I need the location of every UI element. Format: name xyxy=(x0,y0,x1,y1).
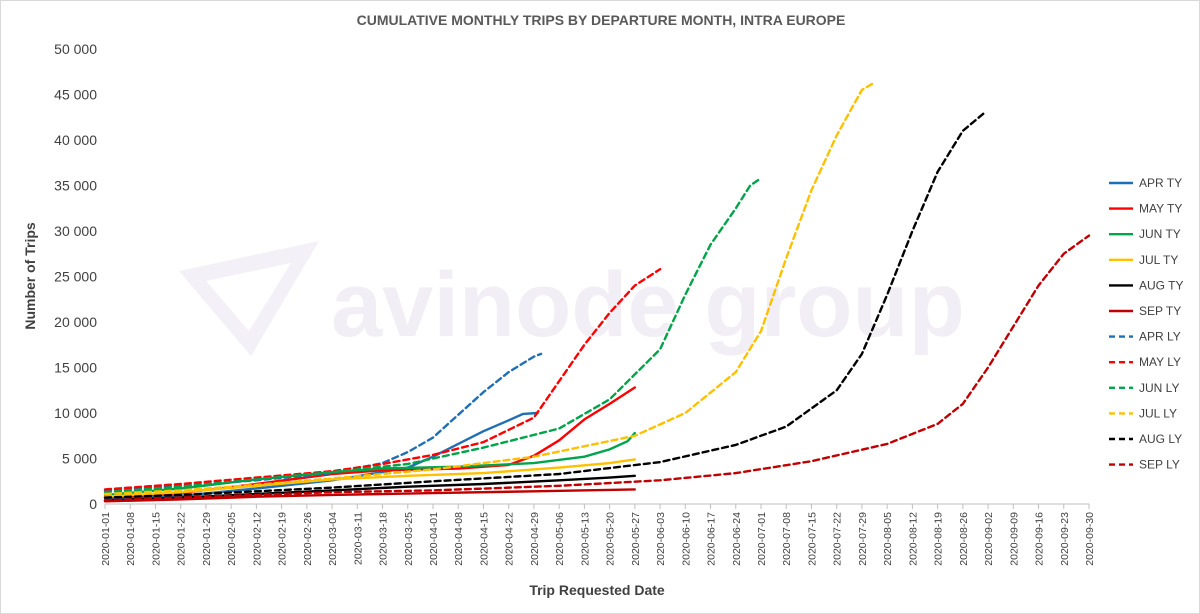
series-line-apr-ty xyxy=(103,411,539,501)
watermark-text: avinode group xyxy=(331,254,965,356)
series-line-jun-ly xyxy=(103,176,763,494)
x-tick-label: 2020-02-19 xyxy=(277,512,289,566)
x-tick-label: 2020-01-01 xyxy=(100,512,112,566)
x-tick-label: 2020-01-08 xyxy=(125,512,137,566)
x-tick-label: 2020-09-16 xyxy=(1034,512,1046,566)
x-tick-label: 2020-05-06 xyxy=(554,512,566,566)
x-tick-label: 2020-03-25 xyxy=(403,512,415,566)
x-tick-label: 2020-05-27 xyxy=(630,512,642,566)
y-tick-label: 20 000 xyxy=(54,314,97,330)
x-tick-label: 2020-04-29 xyxy=(529,512,541,566)
legend-label: APR TY xyxy=(1139,176,1182,190)
x-tick-label: 2020-01-15 xyxy=(150,512,162,566)
x-tick-label: 2020-01-29 xyxy=(201,512,213,566)
legend-label: APR LY xyxy=(1139,330,1181,344)
x-tick-label: 2020-07-22 xyxy=(832,512,844,566)
watermark-logo: avinode group xyxy=(179,241,965,356)
x-tick-label: 2020-07-08 xyxy=(781,512,793,566)
y-tick-label: 5 000 xyxy=(62,451,97,467)
legend-label: SEP LY xyxy=(1139,458,1180,472)
x-tick-label: 2020-04-01 xyxy=(428,512,440,566)
x-tick-label: 2020-07-15 xyxy=(806,512,818,566)
legend-label: JUL LY xyxy=(1139,406,1177,420)
x-tick-label: 2020-01-22 xyxy=(176,512,188,566)
x-tick-label: 2020-09-09 xyxy=(1008,512,1020,566)
x-tick-label: 2020-09-30 xyxy=(1084,512,1096,566)
legend-label: AUG TY xyxy=(1139,278,1183,292)
x-tick-label: 2020-04-08 xyxy=(453,512,465,566)
legend: APR TY MAY TY JUN TY JUL TY AUG TY SEP TY APR … xyxy=(1109,176,1183,472)
chart-title: CUMULATIVE MONTHLY TRIPS BY DEPARTURE MO… xyxy=(357,12,846,28)
x-tick-label: 2020-05-20 xyxy=(605,512,617,566)
x-tick-label: 2020-08-05 xyxy=(882,512,894,566)
x-tick-label: 2020-04-22 xyxy=(504,512,516,566)
y-tick-label: 30 000 xyxy=(54,223,97,239)
legend-label: MAY TY xyxy=(1139,202,1182,216)
series-line-aug-ly xyxy=(103,111,986,499)
x-tick-label: 2020-06-03 xyxy=(655,512,667,566)
series-line-apr-ly xyxy=(103,352,543,492)
x-tick-label: 2020-04-15 xyxy=(478,512,490,566)
x-tick-label: 2020-09-02 xyxy=(983,512,995,566)
legend-label: JUL TY xyxy=(1139,253,1178,267)
series-line-sep-ly xyxy=(103,234,1091,502)
y-tick-label: 50 000 xyxy=(54,41,97,57)
series-line-jul-ty xyxy=(103,458,636,498)
y-axis: 0 5 000 10 000 15 000 20 000 25 000 30 000 35 0… xyxy=(54,41,97,512)
x-tick-label: 2020-07-01 xyxy=(756,512,768,566)
y-tick-label: 35 000 xyxy=(54,178,97,194)
legend-label: MAY LY xyxy=(1139,355,1181,369)
x-tick-label: 2020-08-19 xyxy=(933,512,945,566)
y-tick-label: 45 000 xyxy=(54,87,97,103)
legend-label: JUN TY xyxy=(1139,227,1181,241)
x-tick-label: 2020-06-10 xyxy=(680,512,692,566)
y-tick-label: 40 000 xyxy=(54,132,97,148)
series-line-sep-ty xyxy=(103,488,636,503)
x-tick-label: 2020-08-12 xyxy=(907,512,919,566)
series-line-jul-ly xyxy=(103,82,874,496)
x-tick-label: 2020-02-05 xyxy=(226,512,238,566)
y-tick-label: 10 000 xyxy=(54,405,97,421)
x-tick-label: 2020-06-24 xyxy=(731,512,743,566)
x-tick-label: 2020-06-17 xyxy=(706,512,718,566)
x-tick-label: 2020-03-04 xyxy=(327,512,339,566)
series-line-may-ly xyxy=(103,268,662,491)
x-tick-label: 2020-07-29 xyxy=(857,512,869,566)
x-tick-label: 2020-09-23 xyxy=(1059,512,1071,566)
legend-label: AUG LY xyxy=(1139,432,1182,446)
y-tick-label: 25 000 xyxy=(54,269,97,285)
x-tick-label: 2020-05-13 xyxy=(579,512,591,566)
legend-label: SEP TY xyxy=(1139,304,1181,318)
x-tick-label: 2020-08-26 xyxy=(958,512,970,566)
y-tick-label: 0 xyxy=(89,496,97,512)
x-tick-label: 2020-03-18 xyxy=(378,512,390,566)
x-tick-label: 2020-02-12 xyxy=(251,512,263,566)
x-tick-label: 2020-03-11 xyxy=(352,512,364,565)
y-axis-title: Number of Trips xyxy=(22,222,38,330)
x-tick-label: 2020-02-26 xyxy=(302,512,314,566)
x-axis-title: Trip Requested Date xyxy=(529,582,665,598)
series-lines xyxy=(103,82,1091,503)
legend-label: JUN LY xyxy=(1139,381,1179,395)
x-axis: 2020-01-01 2020-01-08 2020-01-15 2020-01-22… xyxy=(100,503,1096,566)
y-tick-label: 15 000 xyxy=(54,360,97,376)
